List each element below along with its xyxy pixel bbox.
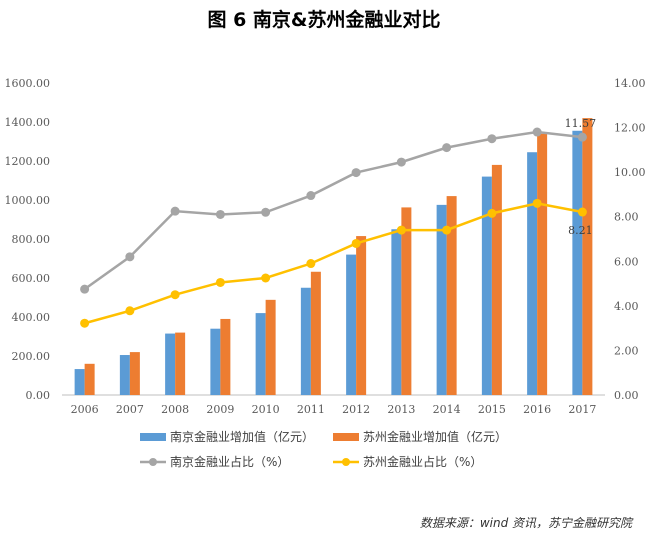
data-labels: 11.57 8.21 bbox=[565, 117, 597, 237]
figure-title: 图 6 南京&苏州金融业对比 bbox=[207, 8, 440, 31]
left-axis-tick-label: 200.00 bbox=[12, 350, 51, 363]
nanjing-value-bar bbox=[436, 204, 447, 395]
suzhou-value-bar bbox=[356, 236, 367, 395]
nanjing-value-bar bbox=[346, 254, 357, 395]
right-axis-tick-label: 10.00 bbox=[614, 166, 646, 179]
x-axis-tick-label: 2011 bbox=[297, 403, 325, 416]
x-axis-tick-label: 2014 bbox=[433, 403, 461, 416]
suzhou-share-point bbox=[125, 306, 135, 316]
nanjing-share-point bbox=[170, 206, 180, 216]
left-axis-tick-label: 400.00 bbox=[12, 311, 51, 324]
suzhou-share-line bbox=[84, 202, 583, 325]
nanjing-share-point bbox=[487, 134, 497, 144]
legend-swatch-suzhou-value bbox=[333, 433, 359, 441]
left-axis-tick-label: 1200.00 bbox=[5, 155, 51, 168]
legend: 南京金融业增加值（亿元） 苏州金融业增加值（亿元） 南京金融业占比（%） 苏州金… bbox=[140, 429, 507, 469]
right-axis-tick-label: 4.00 bbox=[614, 300, 639, 313]
right-axis-tick-label: 0.00 bbox=[614, 389, 639, 402]
right-axis-tick-label: 6.00 bbox=[614, 255, 639, 268]
suzhou-value-bar bbox=[129, 352, 140, 395]
x-axis-tick-label: 2008 bbox=[161, 403, 189, 416]
nanjing-value-bar bbox=[527, 152, 538, 395]
x-axis-tick-label: 2015 bbox=[478, 403, 506, 416]
nanjing-share-point bbox=[125, 252, 135, 262]
nanjing-value-bar bbox=[119, 355, 130, 395]
x-axis-tick-label: 2009 bbox=[206, 403, 234, 416]
left-axis-ticks: 0.00 200.00 400.00 600.00 800.00 1000.00 1200.… bbox=[5, 77, 51, 402]
legend-label-suzhou-value: 苏州金融业增加值（亿元） bbox=[363, 429, 507, 444]
nanjing-share-point bbox=[80, 284, 90, 294]
suzhou-value-bar bbox=[582, 118, 593, 395]
legend-label-nanjing-value: 南京金融业增加值（亿元） bbox=[170, 429, 314, 444]
suzhou-value-bar bbox=[175, 332, 186, 395]
left-axis-tick-label: 600.00 bbox=[12, 272, 51, 285]
suzhou-share-point bbox=[577, 207, 587, 217]
x-axis-tick-label: 2010 bbox=[252, 403, 280, 416]
nanjing-share-line bbox=[83, 130, 583, 291]
nanjing-value-bar bbox=[572, 130, 583, 395]
legend-swatch-nanjing-value bbox=[140, 433, 166, 441]
suzhou-value-bar bbox=[84, 363, 95, 395]
bar-series bbox=[74, 118, 593, 395]
suzhou-value-bar bbox=[537, 133, 548, 395]
suzhou-share-point bbox=[170, 290, 180, 300]
nanjing-value-bar bbox=[300, 287, 311, 395]
suzhou-share-point bbox=[261, 273, 271, 283]
x-axis-tick-label: 2006 bbox=[71, 403, 99, 416]
x-axis-tick-label: 2017 bbox=[568, 403, 596, 416]
left-axis-tick-label: 1000.00 bbox=[5, 194, 51, 207]
line-series bbox=[80, 127, 587, 328]
suzhou-value-bar bbox=[491, 164, 502, 395]
x-axis-tick-label: 2016 bbox=[523, 403, 551, 416]
nanjing-share-point bbox=[351, 168, 361, 178]
left-axis-tick-label: 1600.00 bbox=[5, 77, 51, 90]
legend-marker-suzhou-share bbox=[342, 458, 350, 466]
suzhou-share-point bbox=[442, 225, 452, 235]
suzhou-value-bar bbox=[401, 207, 412, 395]
right-axis-tick-label: 2.00 bbox=[614, 344, 639, 357]
nanjing-share-point bbox=[442, 143, 452, 153]
suzhou-share-point bbox=[306, 259, 316, 269]
suzhou-value-bar bbox=[446, 196, 457, 395]
legend-label-nanjing-share: 南京金融业占比（%） bbox=[170, 454, 289, 469]
x-axis-tick-label: 2013 bbox=[387, 403, 415, 416]
suzhou-share-point bbox=[396, 225, 406, 235]
nanjing-share-point bbox=[577, 132, 587, 142]
data-label: 8.21 bbox=[568, 224, 593, 237]
nanjing-share-point bbox=[306, 191, 316, 201]
nanjing-value-bar bbox=[481, 176, 492, 395]
nanjing-value-bar bbox=[210, 328, 221, 395]
nanjing-share-point bbox=[261, 207, 271, 217]
suzhou-value-bar bbox=[220, 318, 231, 395]
nanjing-share-point bbox=[396, 157, 406, 167]
suzhou-share-point bbox=[215, 277, 225, 287]
right-axis-ticks: 0.00 2.00 4.00 6.00 8.00 10.00 12.00 14.00 bbox=[614, 77, 646, 402]
left-axis-tick-label: 0.00 bbox=[26, 389, 51, 402]
right-axis-tick-label: 14.00 bbox=[614, 77, 646, 90]
nanjing-share-point bbox=[532, 127, 542, 137]
nanjing-value-bar bbox=[391, 229, 402, 395]
left-axis-tick-label: 1400.00 bbox=[5, 116, 51, 129]
right-axis-tick-label: 12.00 bbox=[614, 122, 646, 135]
nanjing-value-bar bbox=[255, 313, 266, 395]
nanjing-share-point bbox=[215, 209, 225, 219]
suzhou-value-bar bbox=[310, 271, 321, 395]
nanjing-value-bar bbox=[165, 333, 176, 395]
x-axis-tick-label: 2012 bbox=[342, 403, 370, 416]
suzhou-value-bar bbox=[265, 299, 276, 395]
suzhou-share-point bbox=[532, 198, 542, 208]
nanjing-value-bar bbox=[74, 369, 85, 395]
x-axis-ticks: 2006 2007 2008 2009 2010 2011 2012 2013 2014 2015… bbox=[71, 403, 597, 416]
data-label: 11.57 bbox=[565, 117, 597, 130]
legend-label-suzhou-share: 苏州金融业占比（%） bbox=[363, 454, 482, 469]
suzhou-share-point bbox=[351, 238, 361, 248]
right-axis-tick-label: 8.00 bbox=[614, 211, 639, 224]
legend-marker-nanjing-share bbox=[149, 458, 157, 466]
suzhou-share-point bbox=[80, 318, 90, 328]
source-note: 数据来源：wind 资讯，苏宁金融研究院 bbox=[420, 516, 634, 530]
x-axis-tick-label: 2007 bbox=[116, 403, 144, 416]
suzhou-share-point bbox=[487, 208, 497, 218]
left-axis-tick-label: 800.00 bbox=[12, 233, 51, 246]
